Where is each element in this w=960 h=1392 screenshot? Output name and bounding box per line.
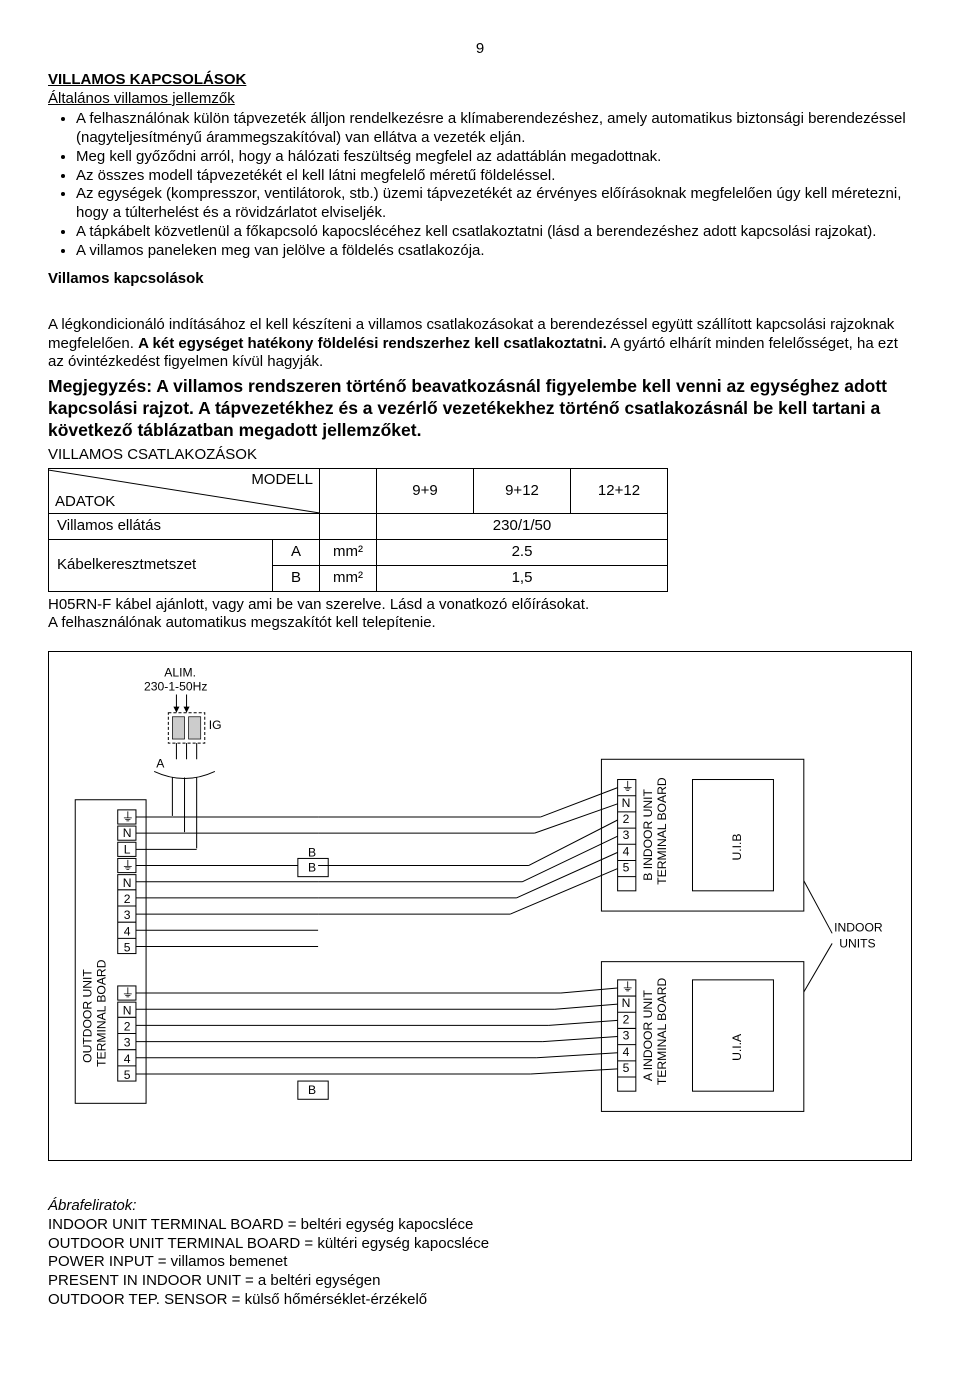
terminal-pin: 2 — [623, 812, 630, 826]
terminal-pin: 3 — [124, 1036, 131, 1050]
table-row-label: Kábelkeresztmetszet — [49, 540, 273, 592]
caption-line: INDOOR UNIT TERMINAL BOARD = beltéri egy… — [48, 1216, 912, 1235]
wiring-diagram: ALIM. 230-1-50Hz IG A ⏚ N L N 2 3 4 5 ⏚ — [48, 651, 912, 1161]
diagram-label: IG — [209, 718, 222, 732]
caption-line: POWER INPUT = villamos bemenet — [48, 1253, 912, 1272]
page-number: 9 — [48, 40, 912, 59]
post-table-text: H05RN-F kábel ajánlott, vagy ami be van … — [48, 596, 912, 615]
diagram-label: OUTDOOR UNIT — [80, 969, 94, 1063]
terminal-pin: 5 — [124, 941, 131, 955]
table-col-header: 9+9 — [377, 469, 474, 514]
table-col-header: 12+12 — [571, 469, 668, 514]
diagram-label: TERMINAL BOARD — [655, 777, 669, 885]
table-blank — [320, 514, 377, 540]
terminal-pin: 4 — [623, 1045, 630, 1059]
table-value: 1,5 — [377, 565, 668, 591]
terminal-pin: N — [123, 1003, 132, 1017]
section-title-1: VILLAMOS KAPCSOLÁSOK — [48, 71, 912, 90]
table-blank — [320, 469, 377, 514]
diagram-label: INDOOR — [834, 920, 883, 934]
paragraph: A légkondicionáló indításához el kell ké… — [48, 316, 912, 372]
terminal-pin: 5 — [124, 1068, 131, 1082]
terminal-pin: 4 — [124, 1052, 131, 1066]
para-bold: A két egységet hatékony földelési rendsz… — [138, 335, 607, 352]
terminal-pin: 4 — [124, 924, 131, 938]
list-item: Az egységek (kompresszor, ventilátorok, … — [76, 185, 912, 223]
terminal-pin: 2 — [124, 892, 131, 906]
terminal-label: ⏚ — [622, 980, 634, 994]
section-title-3: VILLAMOS CSATLAKOZÁSOK — [48, 446, 912, 465]
section-title-2: Villamos kapcsolások — [48, 270, 912, 289]
diagram-label: TERMINAL BOARD — [655, 978, 669, 1086]
diagram-label: B INDOOR UNIT — [641, 789, 655, 881]
cable-label: B — [308, 861, 316, 875]
diagram-label: U.I.A — [730, 1033, 744, 1061]
table-sub-label: B — [273, 565, 320, 591]
diag-bottom-label: ADATOK — [55, 493, 115, 512]
section-subtitle-1: Általános villamos jellemzők — [48, 90, 912, 109]
terminal-pin: 3 — [623, 1029, 630, 1043]
spec-table: MODELL ADATOK 9+9 9+12 12+12 Villamos el… — [48, 468, 668, 591]
table-sub-label: A — [273, 540, 320, 566]
terminal-label: ⏚ — [122, 859, 134, 873]
diagram-label: U.I.B — [730, 834, 744, 861]
list-item: Meg kell győződni arról, hogy a hálózati… — [76, 148, 912, 167]
list-item: Az összes modell tápvezetékét el kell lá… — [76, 167, 912, 186]
diagram-label: TERMINAL BOARD — [95, 959, 109, 1067]
terminal-label: L — [124, 843, 131, 857]
terminal-pin: 2 — [124, 1020, 131, 1034]
table-diag-header: MODELL ADATOK — [49, 469, 320, 514]
list-item: A villamos paneleken meg van jelölve a f… — [76, 242, 912, 261]
list-item: A tápkábelt közvetlenül a főkapcsoló kap… — [76, 223, 912, 242]
table-unit: mm² — [320, 540, 377, 566]
terminal-pin: 3 — [124, 908, 131, 922]
terminal-label: ⏚ — [622, 780, 634, 794]
table-unit: mm² — [320, 565, 377, 591]
terminal-pin: 5 — [623, 861, 630, 875]
terminal-label: N — [123, 826, 132, 840]
caption-heading: Ábrafeliratok: — [48, 1197, 912, 1216]
caption-block: Ábrafeliratok: INDOOR UNIT TERMINAL BOAR… — [48, 1197, 912, 1310]
bullet-list: A felhasználónak külön tápvezeték álljon… — [48, 110, 912, 260]
terminal-label: ⏚ — [122, 810, 134, 824]
caption-line: PRESENT IN INDOOR UNIT = a beltéri egysé… — [48, 1272, 912, 1291]
terminal-pin: N — [622, 996, 631, 1010]
post-table-text: A felhasználónak automatikus megszakítót… — [48, 614, 912, 633]
diagram-label: 230-1-50Hz — [144, 680, 207, 694]
terminal-pin: 3 — [623, 828, 630, 842]
terminal-pin: N — [622, 796, 631, 810]
table-row-label: Villamos ellátás — [49, 514, 320, 540]
terminal-label: ⏚ — [122, 986, 134, 1000]
table-value: 2.5 — [377, 540, 668, 566]
cable-label: B — [308, 1083, 316, 1097]
terminal-pin: 5 — [623, 1061, 630, 1075]
cable-label: B — [308, 846, 316, 860]
diagram-label: UNITS — [839, 937, 875, 951]
cable-label: A — [156, 756, 165, 770]
paragraph-note: Megjegyzés: A villamos rendszeren történ… — [48, 376, 912, 442]
terminal-pin: 4 — [623, 845, 630, 859]
diag-top-label: MODELL — [251, 471, 313, 490]
terminal-pin: N — [123, 876, 132, 890]
diagram-label: A INDOOR UNIT — [641, 990, 655, 1082]
table-value: 230/1/50 — [377, 514, 668, 540]
list-item: A felhasználónak külön tápvezeték álljon… — [76, 110, 912, 148]
diagram-label: ALIM. — [164, 665, 196, 679]
caption-line: OUTDOOR UNIT TERMINAL BOARD = kültéri eg… — [48, 1235, 912, 1254]
table-col-header: 9+12 — [474, 469, 571, 514]
caption-line: OUTDOOR TEP. SENSOR = külső hőmérséklet-… — [48, 1291, 912, 1310]
terminal-pin: 2 — [623, 1013, 630, 1027]
